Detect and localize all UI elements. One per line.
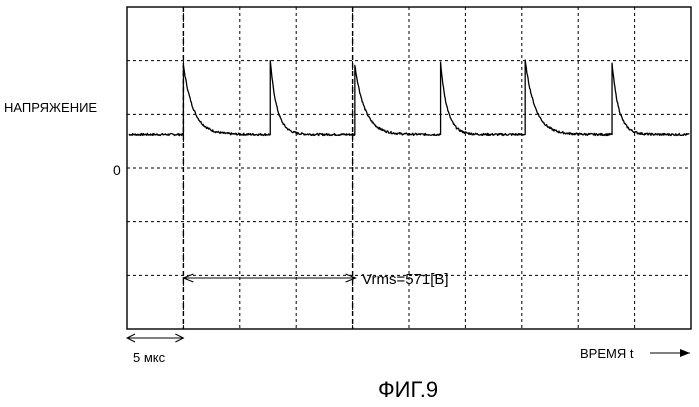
x-axis-label: ВРЕМЯ t	[580, 346, 634, 361]
y-axis-label: НАПРЯЖЕНИЕ	[4, 100, 97, 115]
time-scale-label: 5 мкс	[133, 350, 166, 365]
y-zero-label: 0	[113, 162, 121, 178]
x-axis-arrow	[650, 349, 690, 357]
figure-caption: ФИГ.9	[378, 377, 438, 402]
time-scale-arrow	[127, 334, 183, 342]
vrms-annotation: Vrms=571[В]	[362, 271, 449, 288]
vrms-span-arrow	[183, 274, 355, 282]
